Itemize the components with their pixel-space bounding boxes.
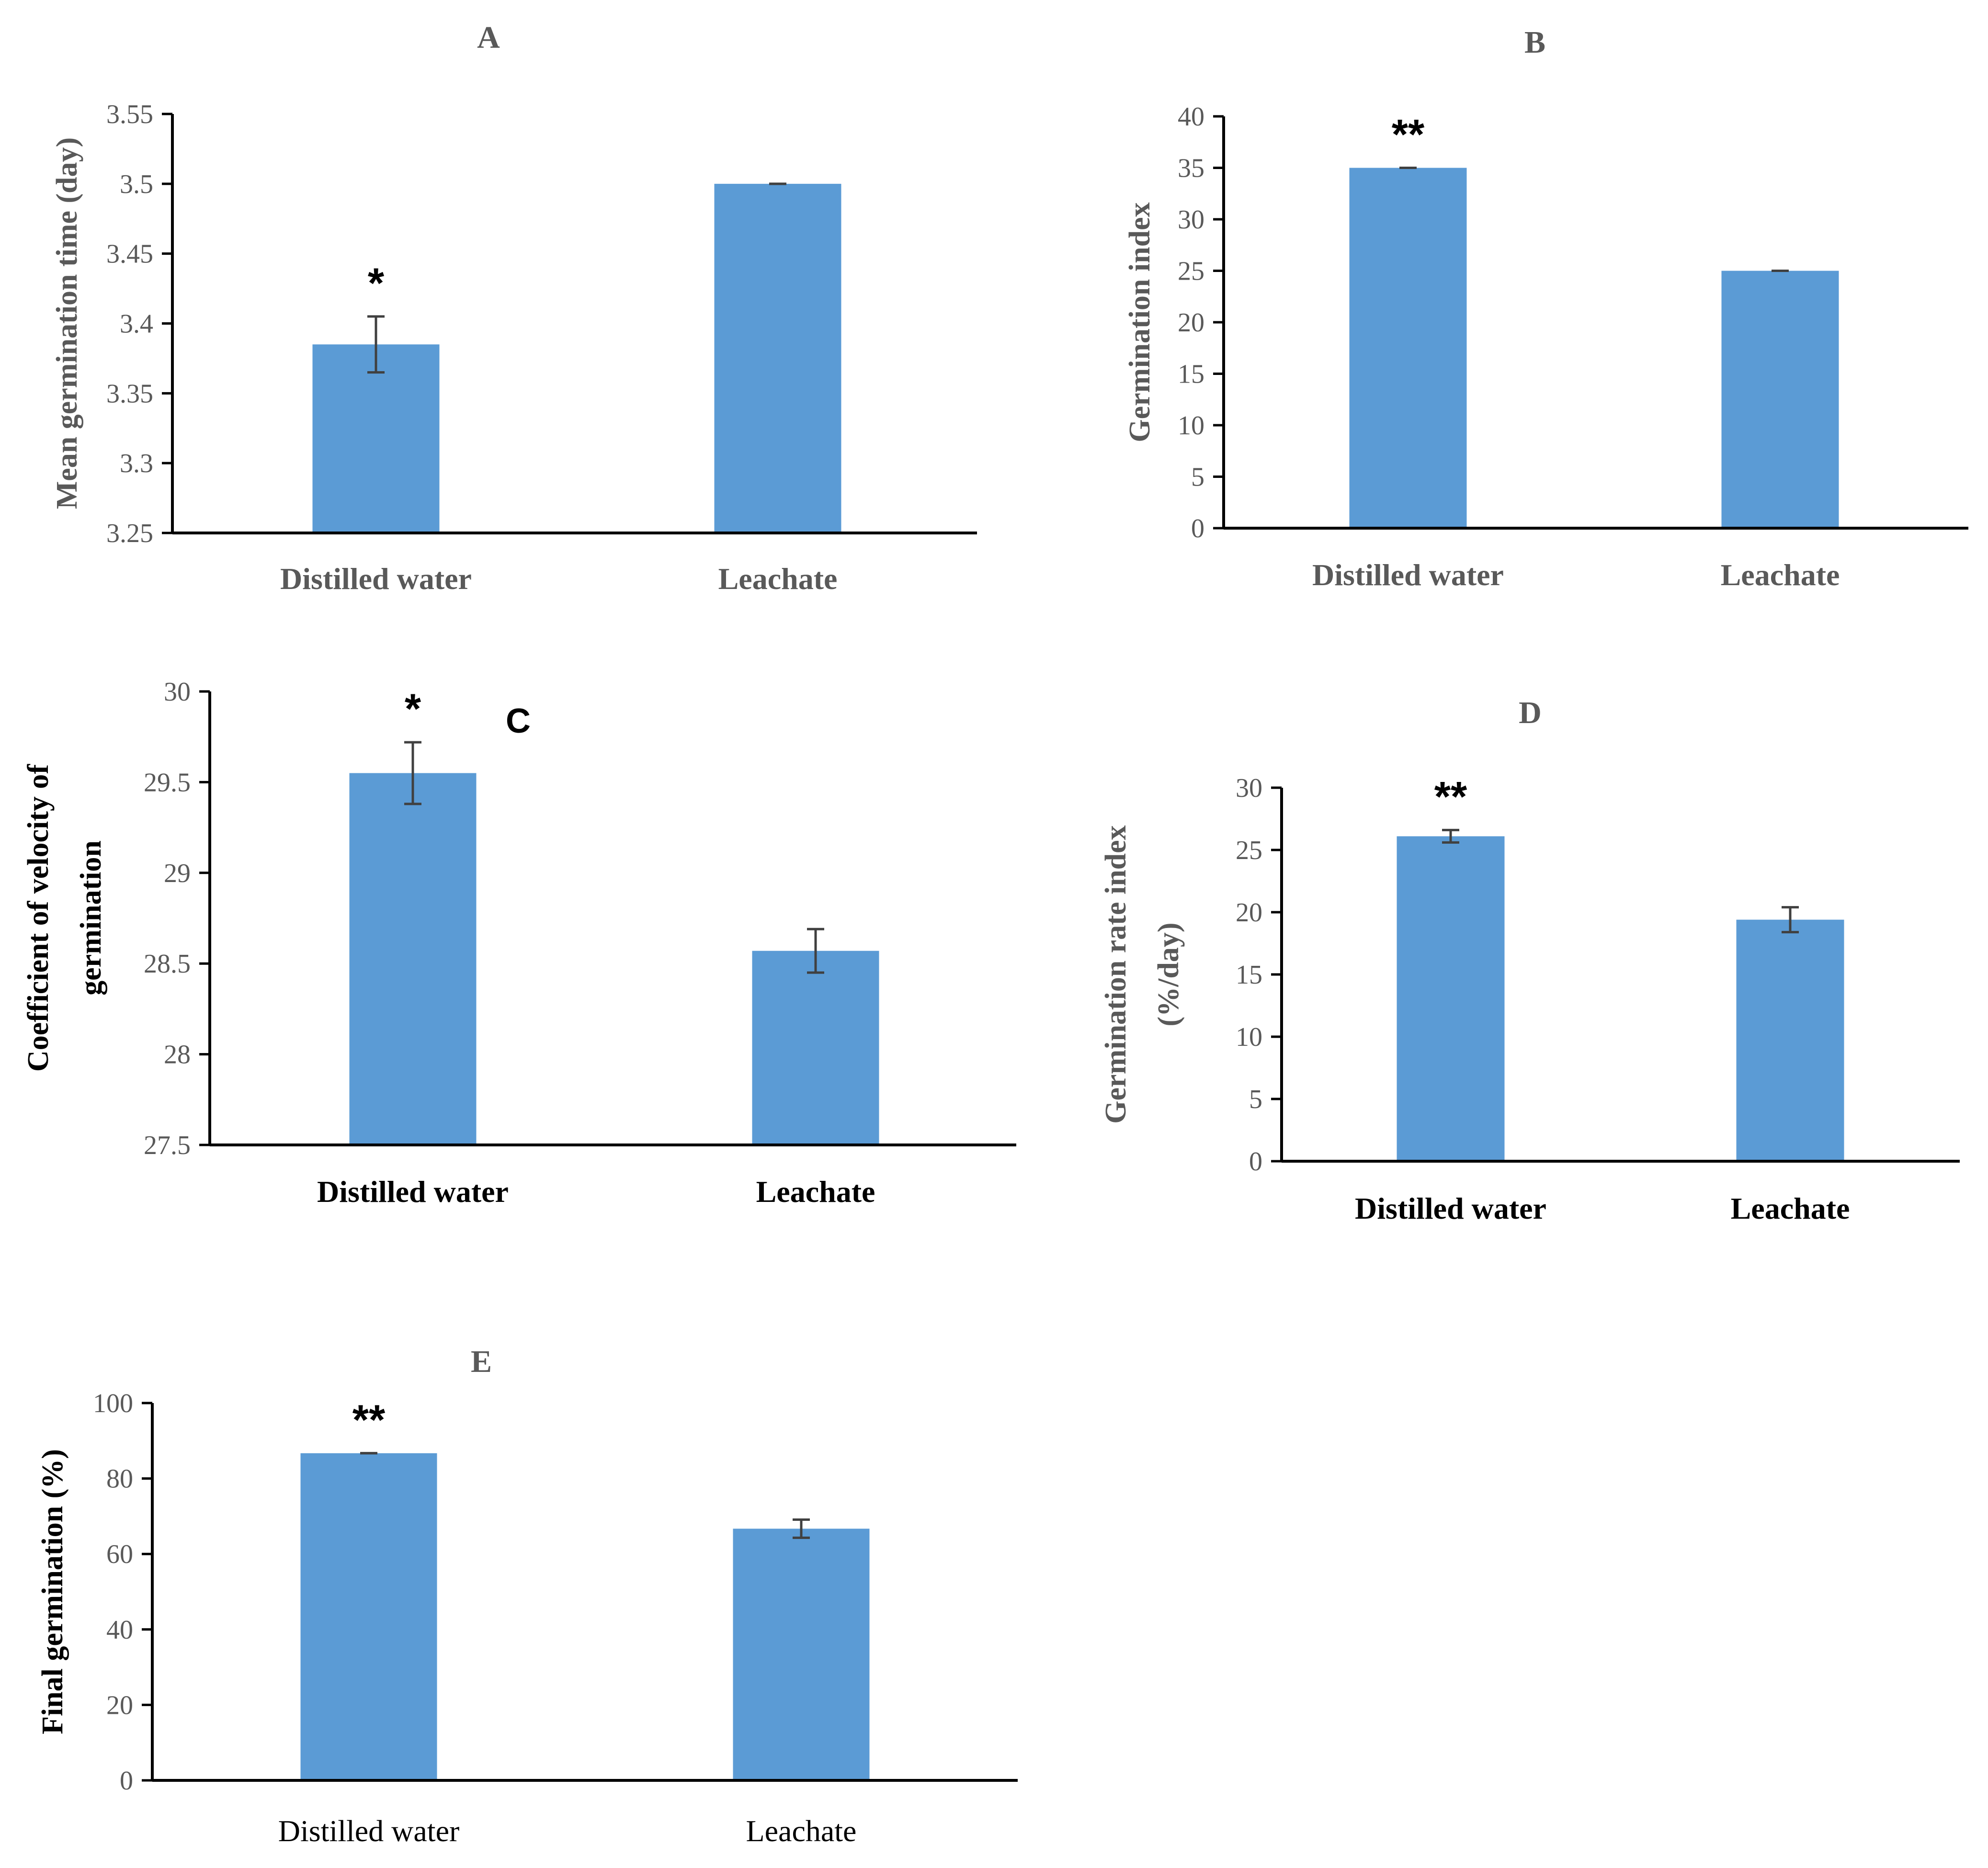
y-tick-label: 100 [93, 1389, 133, 1418]
y-tick-label: 20 [1178, 308, 1204, 338]
x-tick-label: Distilled water [1312, 558, 1504, 592]
y-tick-label: 30 [1236, 773, 1262, 803]
bar-leachate [714, 183, 841, 533]
bar-leachate [733, 1528, 870, 1780]
x-tick-label: Distilled water [317, 1175, 509, 1209]
significance-label: * [368, 259, 385, 306]
chart-title: C [506, 702, 531, 740]
y-tick-label: 3.35 [106, 379, 153, 408]
bar-distilled-water [312, 344, 440, 533]
y-tick-label: 29.5 [144, 768, 191, 797]
chart-panel-d: D ** Distilled water Leachate 0 5 10 15 20 25 30 Ge… [1100, 695, 1960, 1225]
chart-title: D [1519, 695, 1542, 730]
chart-title: A [477, 20, 500, 55]
y-tick-label: 10 [1178, 411, 1204, 441]
y-tick-label: 20 [106, 1690, 133, 1720]
y-tick-label: 25 [1178, 257, 1204, 286]
chart-panel-b: B ** Distilled water Leachate 0 5 10 15 20 25 30 35… [1124, 25, 1968, 592]
y-axis-label: Coefficient of velocity of germination [22, 764, 107, 1072]
x-tick-label: Distilled water [280, 562, 472, 596]
y-tick-label: 5 [1191, 463, 1204, 492]
y-tick-label: 3.4 [120, 309, 153, 339]
y-tick-label: 40 [1178, 102, 1204, 132]
y-tick-label: 30 [164, 677, 191, 707]
y-tick-label: 15 [1178, 360, 1204, 389]
significance-label: * [405, 685, 421, 732]
x-tick-label: Leachate [756, 1175, 875, 1209]
chart-panel-a: A * Distilled water Leachate 3.25 3.3 3.35 3.4 3… [51, 20, 977, 596]
y-tick-label: 10 [1236, 1022, 1262, 1052]
y-tick-label: 0 [1249, 1147, 1262, 1177]
y-tick-label: 28.5 [144, 949, 191, 979]
y-tick-label: 35 [1178, 154, 1204, 183]
y-tick-label: 3.45 [106, 239, 153, 269]
x-tick-label: Leachate [1731, 1191, 1850, 1225]
y-tick-label: 15 [1236, 960, 1262, 990]
chart-panel-e: E ** Distilled water Leachate 0 20 40 60 80 100 Fi… [36, 1344, 1018, 1848]
bar-leachate [1736, 919, 1844, 1161]
y-axis-label: Mean germination time (day) [51, 137, 83, 509]
y-tick-label: 3.3 [120, 449, 153, 478]
x-tick-label: Distilled water [278, 1814, 460, 1848]
x-tick-label: Distilled water [1355, 1191, 1546, 1225]
significance-label: ** [352, 1396, 386, 1443]
significance-label: ** [1434, 772, 1467, 820]
y-tick-label: 3.25 [106, 519, 153, 548]
bar-distilled-water [349, 773, 477, 1145]
y-tick-label: 20 [1236, 898, 1262, 928]
chart-panel-c: C * Distilled water Leachate 27.5 28 28.5 29 29.… [22, 677, 1016, 1209]
bar-distilled-water [1349, 168, 1467, 528]
y-tick-label: 29 [164, 859, 191, 888]
y-tick-label: 25 [1236, 836, 1262, 865]
y-axis-label: Germination rate index (%/day) [1100, 825, 1185, 1123]
y-tick-label: 40 [106, 1615, 133, 1645]
y-axis-label: Final germination (%) [36, 1449, 69, 1734]
bar-distilled-water [300, 1453, 437, 1780]
y-axis-label: Germination index [1124, 202, 1156, 442]
x-tick-label: Leachate [1721, 558, 1840, 592]
chart-title: E [471, 1344, 492, 1379]
chart-title: B [1524, 25, 1545, 60]
y-tick-label: 27.5 [144, 1131, 191, 1160]
x-tick-label: Leachate [718, 562, 838, 596]
bar-distilled-water [1397, 836, 1505, 1161]
y-tick-label: 5 [1249, 1085, 1262, 1114]
bar-leachate [1721, 271, 1839, 528]
x-tick-label: Leachate [746, 1814, 857, 1848]
y-tick-label: 0 [1191, 514, 1204, 543]
y-tick-label: 3.5 [120, 170, 153, 199]
y-tick-label: 3.55 [106, 100, 153, 129]
y-tick-label: 28 [164, 1040, 191, 1070]
significance-label: ** [1392, 111, 1425, 158]
y-tick-label: 30 [1178, 205, 1204, 235]
y-tick-label: 80 [106, 1464, 133, 1494]
y-tick-label: 0 [120, 1766, 133, 1796]
bar-leachate [752, 951, 879, 1145]
y-tick-label: 60 [106, 1540, 133, 1569]
